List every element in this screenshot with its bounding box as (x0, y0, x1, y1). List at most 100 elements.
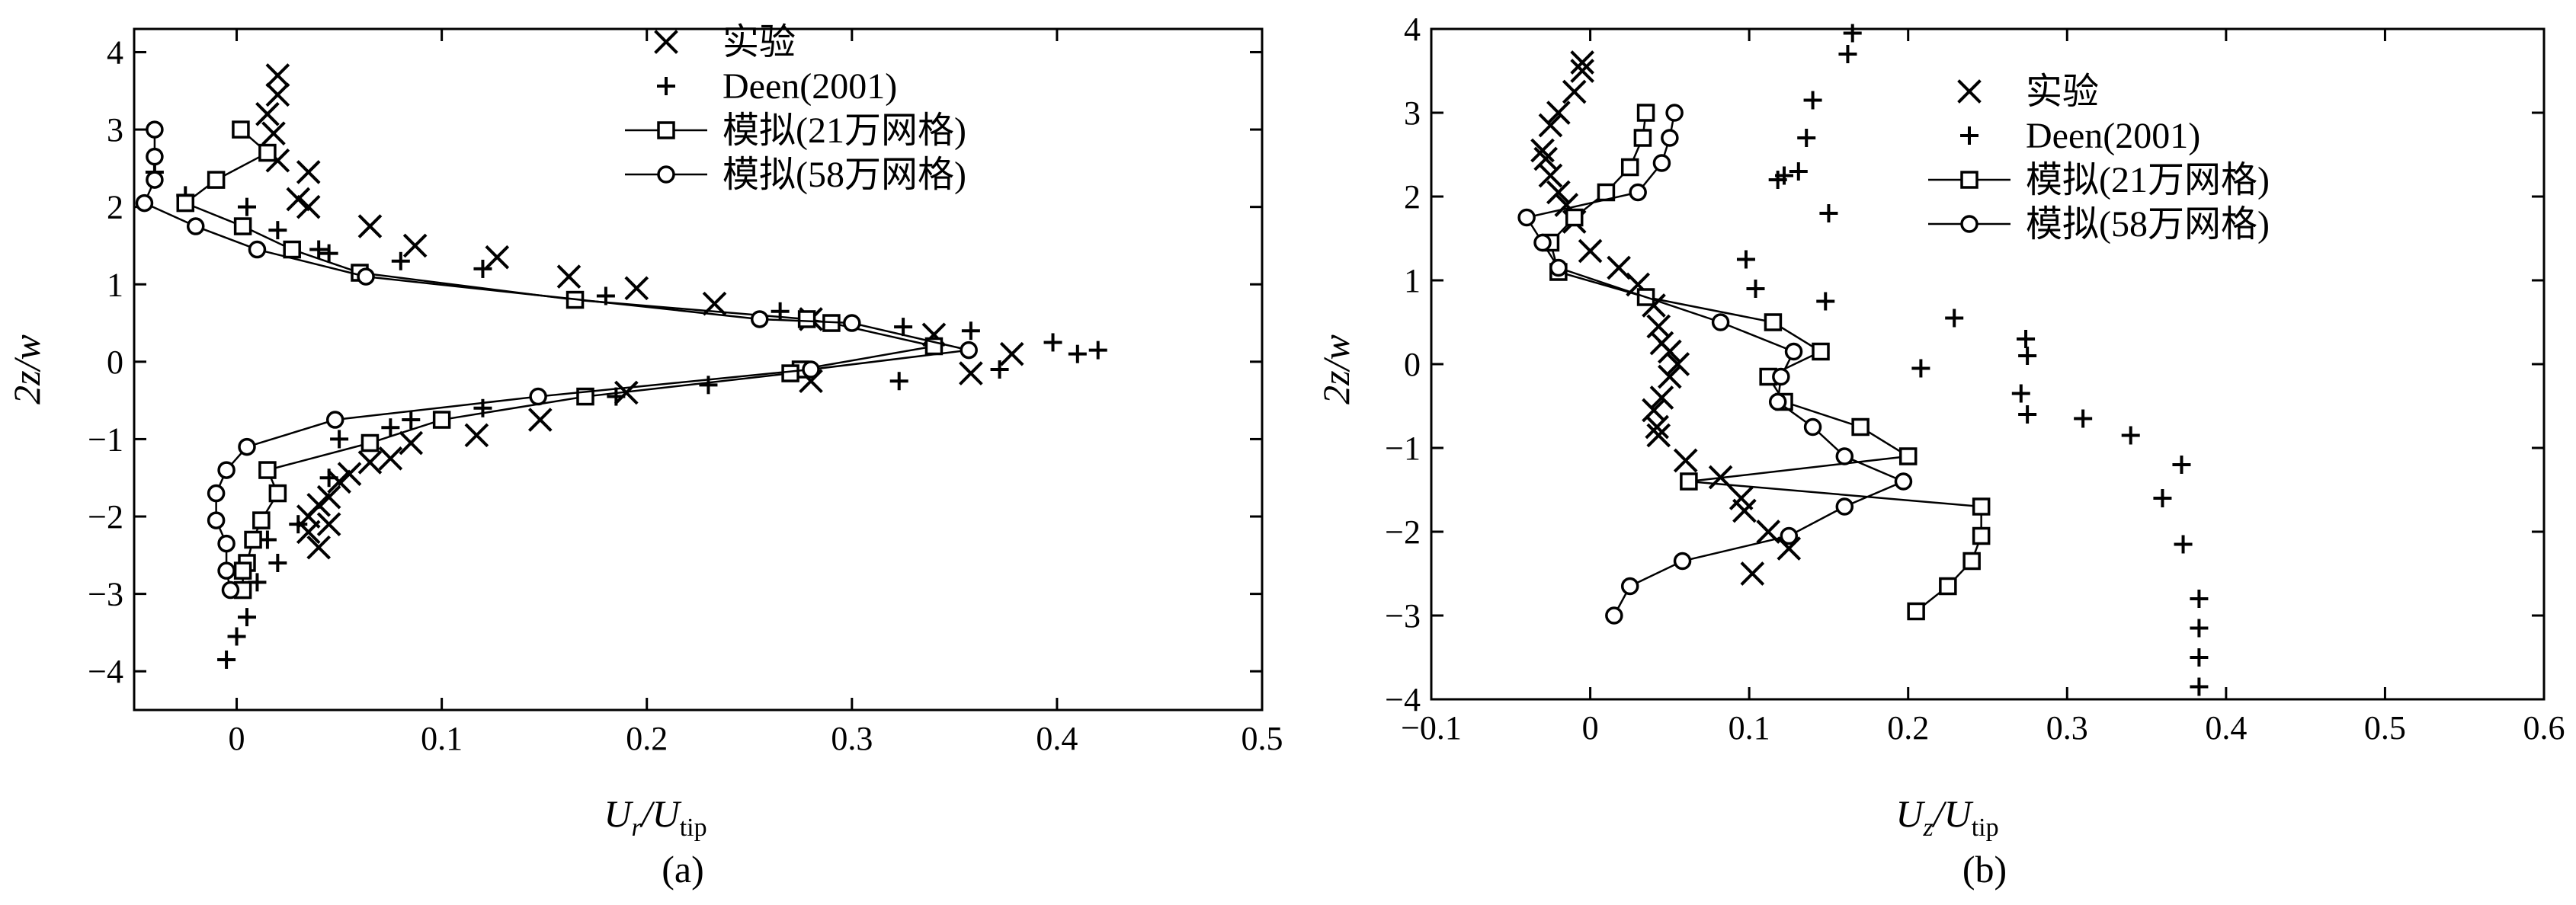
data-point (464, 423, 489, 448)
data-point (1565, 208, 1584, 227)
data-point (296, 194, 321, 219)
data-point (337, 462, 362, 486)
data-point-stroke (296, 520, 321, 545)
y-tick-label: 4 (1404, 11, 1421, 48)
data-point (1768, 171, 1787, 189)
data-point (1962, 552, 1981, 571)
data-point (265, 63, 290, 88)
data-point (1645, 414, 1669, 440)
data-point-stroke (999, 341, 1024, 366)
data-point (268, 553, 287, 572)
data-point (432, 411, 451, 429)
data-point (258, 461, 277, 479)
data-point (1661, 129, 1679, 147)
y-tick-label: 3 (1404, 94, 1421, 132)
data-point (233, 561, 252, 580)
data-point-stroke (402, 233, 428, 258)
data-point-stroke (464, 423, 489, 448)
data-point (1945, 309, 1964, 328)
data-point (268, 484, 287, 503)
y-tick-label: −2 (1385, 513, 1421, 551)
y-tick-label: 0 (1404, 346, 1421, 383)
x-axis-label-main: U (604, 792, 633, 835)
data-point (1530, 138, 1555, 163)
data-point (248, 240, 267, 259)
data-point-stroke (1658, 339, 1682, 364)
series-line (1549, 112, 1982, 612)
y-tick-label: 2 (107, 189, 123, 226)
data-point (286, 187, 311, 212)
data-point-stroke (316, 484, 341, 510)
data-point (959, 361, 983, 385)
x-axis: −0.1 0 0.1 0.2 0.3 0.4 0.5 0.6 (1401, 29, 2565, 747)
data-point (1646, 423, 1671, 448)
y-tick-label: −4 (1385, 681, 1421, 718)
x-tick-label: 0.5 (2364, 709, 2406, 747)
x-tick-label: 0.5 (1242, 720, 1283, 757)
data-point (1665, 104, 1684, 122)
data-point (255, 101, 280, 126)
data-point (1570, 59, 1594, 83)
data-point (1673, 552, 1692, 571)
data-point (2011, 384, 2030, 403)
legend-entry: 模拟(58万网格) (2026, 204, 2270, 245)
y-tick-label: 2 (1404, 178, 1421, 216)
x-axis-label-sub2: tip (1972, 814, 1999, 842)
data-point-stroke (1732, 498, 1757, 523)
series-2 (145, 162, 1107, 669)
data-point (135, 193, 154, 213)
x-tick-label: 0.1 (1729, 709, 1770, 747)
y-tick-label: 1 (107, 266, 123, 303)
panel-a: 0 0.1 0.2 0.3 0.4 0.5 −4 −3 −2 −1 0 1 2 3 4 2z/w Ur/Utip… (5, 22, 1283, 891)
data-point (1819, 204, 1838, 222)
data-point (1777, 536, 1802, 561)
data-point (1620, 158, 1639, 177)
data-point (990, 360, 1009, 379)
data-point (2153, 489, 2172, 507)
data-point (1816, 292, 1835, 311)
data-point (1658, 339, 1682, 364)
data-point (1533, 146, 1558, 171)
data-point (381, 418, 400, 437)
y-axis: −4 −3 −2 −1 0 1 2 3 4 (1385, 11, 2544, 718)
y-tick-label: −1 (88, 421, 123, 458)
data-point (296, 160, 321, 184)
data-point-stroke (1570, 59, 1594, 83)
y-tick-label: 0 (107, 344, 123, 381)
data-point (217, 561, 235, 580)
data-point-stroke (1546, 101, 1571, 125)
data-point-stroke (1533, 146, 1558, 171)
data-point (2172, 456, 2191, 474)
data-point (1898, 447, 1918, 465)
plot-frame (133, 27, 1264, 712)
data-point (217, 650, 236, 669)
x-axis: 0 0.1 0.2 0.3 0.4 0.5 (229, 29, 1283, 757)
data-point-stroke (624, 276, 649, 301)
data-point-stroke (337, 462, 362, 486)
data-point (319, 468, 338, 488)
data-point (2190, 619, 2209, 638)
data-point (1772, 367, 1790, 386)
y-tick-label: −3 (1385, 597, 1421, 635)
data-point (309, 240, 328, 259)
data-point (1838, 45, 1857, 63)
data-point (316, 484, 341, 510)
data-point (961, 321, 980, 341)
data-point-stroke (296, 160, 321, 184)
data-point-stroke (316, 512, 341, 536)
x-axis-label: Uz/Utip (1895, 792, 1998, 842)
data-point-stroke (378, 446, 403, 471)
data-point (357, 267, 375, 286)
data-point-stroke (1673, 448, 1698, 473)
data-point-stroke (1740, 561, 1765, 586)
data-point (217, 461, 235, 479)
panel-b: −0.1 0 0.1 0.2 0.3 0.4 0.5 0.6 −4 −3 −2 −1 0 1 2 3 4 2z/w… (1315, 11, 2565, 891)
data-point (357, 450, 383, 475)
y-tick-label: 1 (1404, 262, 1421, 299)
series-4 (135, 120, 978, 600)
data-point (399, 430, 424, 456)
data-point-stroke (265, 148, 290, 173)
data-point-stroke (255, 101, 280, 126)
